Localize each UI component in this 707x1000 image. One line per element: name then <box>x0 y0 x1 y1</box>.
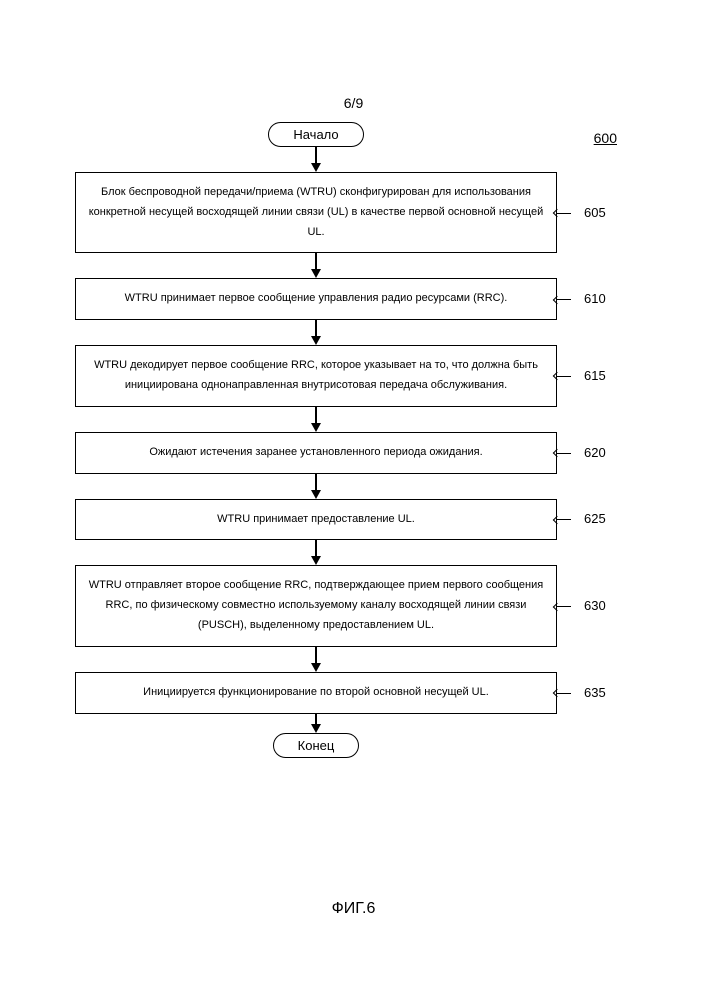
arrow <box>311 540 321 565</box>
arrow <box>311 714 321 733</box>
process-box-635: Инициируется функционирование по второй … <box>75 672 557 714</box>
leader-line-620 <box>556 453 571 454</box>
flowchart: Начало Блок беспроводной передачи/приема… <box>76 122 556 758</box>
leader-line-630 <box>556 606 571 607</box>
step-label-605: 605 <box>584 205 606 220</box>
arrow <box>311 253 321 278</box>
step-label-630: 630 <box>584 598 606 613</box>
step-label-615: 615 <box>584 368 606 383</box>
page-number: 6/9 <box>0 95 707 111</box>
process-box-620: Ожидают истечения заранее установленного… <box>75 432 557 474</box>
arrow <box>311 407 321 432</box>
end-terminator: Конец <box>273 733 360 758</box>
figure-number-label: 600 <box>594 130 617 146</box>
leader-line-615 <box>556 376 571 377</box>
arrow <box>311 147 321 172</box>
arrow <box>311 320 321 345</box>
arrow <box>311 474 321 499</box>
leader-line-625 <box>556 519 571 520</box>
page: 6/9 600 Начало Блок беспроводной передач… <box>0 0 707 1000</box>
step-label-620: 620 <box>584 445 606 460</box>
step-label-625: 625 <box>584 511 606 526</box>
step-label-635: 635 <box>584 685 606 700</box>
process-box-615: WTRU декодирует первое сообщение RRC, ко… <box>75 345 557 407</box>
process-box-605: Блок беспроводной передачи/приема (WTRU)… <box>75 172 557 253</box>
leader-line-610 <box>556 299 571 300</box>
process-box-610: WTRU принимает первое сообщение управлен… <box>75 278 557 320</box>
start-terminator: Начало <box>268 122 363 147</box>
process-box-630: WTRU отправляет второе сообщение RRC, по… <box>75 565 557 646</box>
step-label-610: 610 <box>584 291 606 306</box>
figure-caption: ФИГ.6 <box>0 900 707 918</box>
leader-line-605 <box>556 213 571 214</box>
arrow <box>311 647 321 672</box>
process-box-625: WTRU принимает предоставление UL. <box>75 499 557 541</box>
leader-line-635 <box>556 693 571 694</box>
